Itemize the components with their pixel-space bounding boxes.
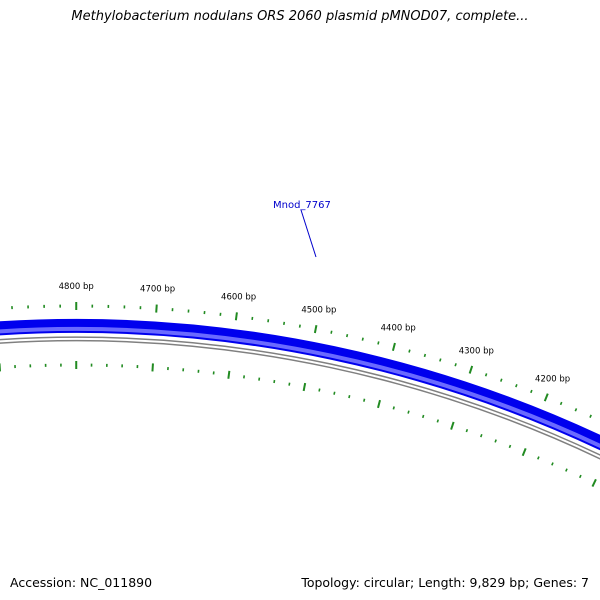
minor-tick-inner — [288, 382, 291, 386]
major-tick-outer — [543, 393, 549, 402]
minor-tick-outer — [515, 384, 518, 388]
tick-label: 4500 bp — [301, 305, 336, 315]
major-tick-inner — [227, 370, 231, 379]
major-tick-outer — [155, 304, 158, 313]
major-tick-outer — [391, 342, 396, 352]
minor-tick-outer — [530, 389, 533, 394]
gene-label-leader — [300, 209, 317, 258]
minor-tick-outer — [559, 401, 563, 406]
minor-tick-inner — [436, 419, 440, 423]
tick-label: 4700 bp — [140, 285, 175, 295]
minor-tick-outer — [408, 349, 411, 353]
minor-tick-inner — [565, 468, 568, 472]
minor-tick-inner — [537, 456, 540, 460]
gene-feature-inner-stripe — [0, 327, 600, 449]
major-tick-inner — [377, 399, 381, 409]
minor-tick-inner — [407, 410, 410, 414]
map-title: Methylobacterium nodulans ORS 2060 plasm… — [71, 9, 529, 24]
gene-feature-mnod-7767[interactable] — [0, 319, 600, 492]
minor-tick-outer — [500, 378, 503, 382]
minor-tick-outer — [283, 321, 286, 325]
tick-label: 4200 bp — [535, 375, 570, 385]
major-tick-inner — [450, 421, 455, 430]
minor-tick-outer — [330, 330, 333, 334]
minor-tick-inner — [318, 388, 321, 392]
minor-tick-inner — [333, 391, 336, 395]
minor-tick-outer — [361, 337, 364, 341]
topology-summary: Topology: circular; Length: 9,829 bp; Ge… — [301, 575, 589, 590]
tick-label: 4800 bp — [59, 282, 94, 292]
minor-tick-inner — [508, 444, 512, 449]
minor-tick-outer — [589, 414, 592, 418]
minor-tick-inner — [421, 414, 425, 419]
minor-tick-inner — [494, 439, 497, 443]
major-tick-outer — [313, 324, 318, 334]
major-tick-inner — [591, 478, 597, 488]
major-tick-inner — [151, 363, 154, 372]
minor-tick-outer — [454, 363, 457, 367]
major-tick-inner — [521, 447, 527, 457]
minor-tick-outer — [298, 324, 301, 328]
minor-tick-inner — [551, 462, 554, 466]
major-tick-outer — [234, 312, 238, 321]
tick-label: 4600 bp — [221, 292, 256, 302]
minor-tick-inner — [348, 394, 351, 399]
minor-tick-outer — [377, 341, 380, 345]
minor-tick-outer — [439, 358, 442, 362]
major-tick-inner — [302, 382, 307, 392]
minor-tick-outer — [345, 333, 349, 338]
gene-label-mnod-7767[interactable]: Mnod_7767 — [273, 200, 331, 211]
major-tick-outer — [468, 365, 474, 374]
minor-tick-outer — [423, 353, 427, 358]
minor-tick-inner — [273, 379, 276, 384]
minor-tick-inner — [363, 398, 366, 402]
backbone-gap — [0, 338, 600, 459]
minor-tick-inner — [578, 474, 582, 479]
outer-tick-ring — [11, 302, 592, 418]
tick-label: 4300 bp — [459, 347, 494, 357]
inner-tick-ring — [0, 361, 597, 488]
minor-tick-outer — [484, 373, 488, 377]
minor-tick-outer — [574, 408, 578, 412]
minor-tick-inner — [465, 428, 469, 433]
tick-label: 4400 bp — [381, 324, 416, 334]
plasmid-backbone — [0, 336, 600, 460]
minor-tick-inner — [480, 434, 483, 438]
accession-label: Accession: NC_011890 — [10, 575, 153, 590]
minor-tick-inner — [392, 406, 395, 410]
